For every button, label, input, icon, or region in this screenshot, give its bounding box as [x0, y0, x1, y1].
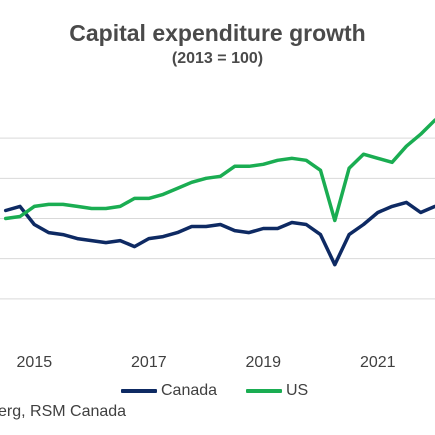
x-tick-label-2017: 2017 [131, 354, 167, 371]
series-line-canada [3, 200, 435, 267]
source-note: erg, RSM Canada [0, 403, 127, 420]
legend-label-us: US [286, 382, 309, 399]
legend: Canada US [0, 380, 435, 402]
chart-subtitle: (2013 = 100) [171, 50, 264, 67]
gridlines [0, 137, 435, 300]
legend-item-us: US [246, 380, 308, 402]
legend-swatch-canada [121, 389, 157, 393]
legend-item-canada: Canada [121, 380, 217, 402]
x-tick-label-2015: 2015 [17, 354, 53, 371]
x-tick-label-2019: 2019 [245, 354, 281, 371]
series-line-us [3, 118, 435, 223]
x-tick-label-2021: 2021 [360, 354, 396, 371]
series-lines [3, 118, 435, 267]
legend-swatch-us [246, 389, 282, 393]
x-axis-ticks: 2015 2017 2019 2021 [17, 354, 396, 371]
chart-title: Capital expenditure growth [69, 20, 366, 46]
legend-label-canada: Canada [161, 382, 218, 399]
